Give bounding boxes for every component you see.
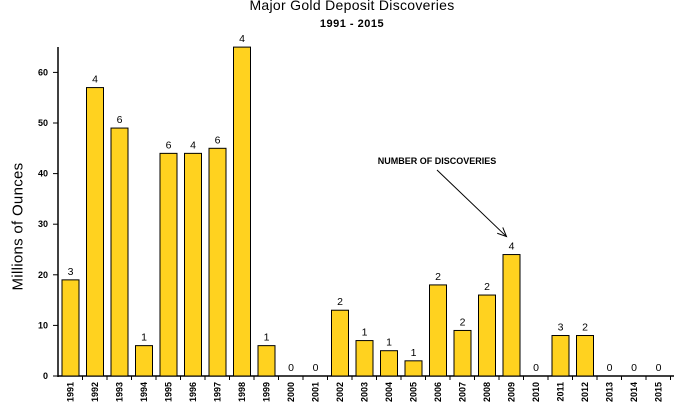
x-tick-label: 1996: [188, 382, 198, 402]
bar: [159, 152, 178, 377]
data-label: 6: [215, 134, 221, 146]
data-label: 2: [484, 281, 490, 293]
bars: [61, 46, 594, 377]
bar: [208, 147, 227, 377]
bar: [135, 345, 153, 377]
bar: [331, 309, 349, 377]
y-tick-label: 0: [43, 371, 48, 381]
data-label: 1: [362, 327, 368, 339]
bar: [257, 345, 276, 377]
x-tick-label: 1991: [66, 382, 76, 402]
data-label: 2: [460, 316, 466, 328]
x-tick-label: 2009: [507, 382, 517, 402]
bar: [478, 294, 496, 377]
data-label: 1: [411, 347, 417, 359]
data-label: 2: [582, 322, 588, 334]
x-tick-label: 2008: [482, 382, 492, 402]
data-label: 4: [92, 74, 98, 86]
annotation-arrow-line: [436, 169, 507, 237]
x-tick-label: 2000: [286, 382, 296, 402]
x-tick-label: 2001: [311, 382, 321, 402]
x-tick-label: 2014: [629, 382, 639, 402]
bar: [551, 335, 570, 377]
bar: [184, 152, 202, 377]
x-tick-label: 2002: [335, 382, 345, 402]
data-label: 6: [166, 139, 172, 151]
data-label: 1: [141, 332, 147, 344]
x-tick-label: 1993: [115, 382, 125, 402]
bar: [576, 335, 594, 377]
annotation-text: NUMBER OF DISCOVERIES: [378, 156, 497, 166]
bar: [380, 350, 398, 377]
chart-title: Major Gold Deposit Discoveries: [249, 0, 455, 13]
chart-subtitle: 1991 - 2015: [319, 18, 385, 30]
bar: [502, 254, 521, 377]
y-tick-label: 60: [38, 67, 48, 77]
x-tick-label: 2011: [556, 382, 566, 402]
x-tick-label: 2006: [433, 382, 443, 402]
x-tick-label: 1998: [237, 382, 247, 402]
annotation-arrowhead: [497, 227, 508, 238]
x-tick-label: 2015: [654, 382, 664, 402]
y-tick-label: 30: [38, 219, 48, 229]
data-label: 0: [631, 362, 637, 374]
bar: [453, 329, 472, 377]
x-tick-label: 2004: [384, 382, 394, 402]
data-label: 0: [533, 362, 539, 374]
data-labels: 3 4 6 1 6 4 6 4 1 0 0 2 1 1 1 2 2 2 4 0 3 2 0 0 0: [68, 33, 662, 374]
data-label: 0: [313, 362, 319, 374]
x-tick-label: 1992: [90, 382, 100, 402]
x-tick-label: 1994: [139, 382, 149, 402]
bar: [86, 87, 104, 377]
bar: [61, 279, 80, 377]
bar: [404, 360, 423, 377]
data-label: 0: [288, 362, 294, 374]
data-label: 3: [68, 266, 74, 278]
annotation: NUMBER OF DISCOVERIES: [378, 156, 508, 238]
x-tick-label: 2003: [360, 382, 370, 402]
data-label: 0: [607, 362, 613, 374]
x-tick-label: 2013: [605, 382, 615, 402]
y-tick-label: 40: [38, 169, 48, 179]
y-tick-label: 50: [38, 118, 48, 128]
data-label: 0: [656, 362, 662, 374]
x-tick-label: 2005: [409, 382, 419, 402]
data-label: 2: [337, 296, 343, 308]
data-label: 1: [264, 332, 270, 344]
bar: [110, 127, 129, 377]
x-tick-label: 1999: [262, 382, 272, 402]
data-label: 3: [558, 322, 564, 334]
x-tick-label: 2010: [531, 382, 541, 402]
bar: [429, 284, 447, 377]
x-tick-label: 2012: [580, 382, 590, 402]
data-label: 2: [435, 271, 441, 283]
data-label: 4: [509, 241, 515, 253]
y-tick-label: 20: [38, 270, 48, 280]
bar: [355, 340, 374, 377]
data-label: 4: [190, 139, 196, 151]
y-tick-label: 10: [38, 320, 48, 330]
x-tick-label: 1997: [213, 382, 223, 402]
data-label: 6: [117, 114, 123, 126]
data-label: 1: [386, 337, 392, 349]
x-tick-label: 1995: [164, 382, 174, 402]
x-tick-label: 2007: [458, 382, 468, 402]
bar: [233, 46, 251, 377]
data-label: 4: [239, 33, 245, 45]
